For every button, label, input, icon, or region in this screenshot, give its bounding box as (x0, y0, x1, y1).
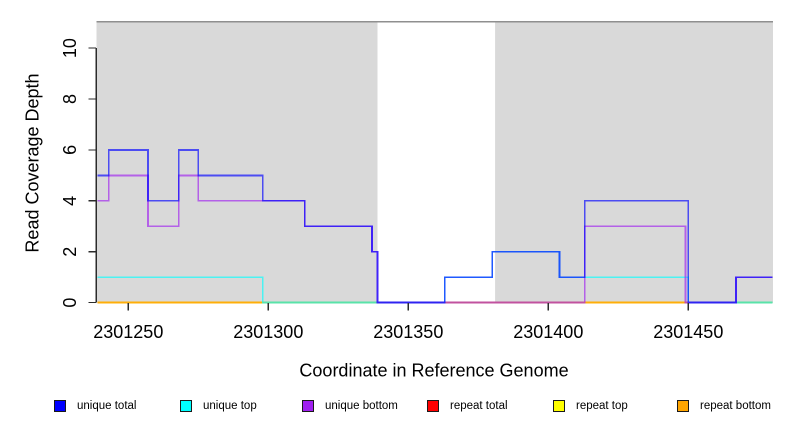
missing-data-band (377, 21, 496, 303)
x-tick-label: 2301450 (653, 322, 723, 342)
legend-swatch-unique-top (180, 400, 192, 412)
x-tick-label: 2301350 (373, 322, 443, 342)
legend-item-unique-total: unique total (54, 399, 136, 413)
legend-item-unique-top: unique top (180, 399, 257, 413)
legend-label: repeat top (576, 400, 628, 412)
x-axis-label: Coordinate in Reference Genome (299, 360, 569, 381)
y-axis-label: Read Coverage Depth (22, 73, 43, 253)
y-tick-label: 0 (60, 298, 80, 308)
legend-label: unique bottom (325, 400, 398, 412)
x-tick-label: 2301300 (233, 322, 303, 342)
legend-label: repeat total (450, 400, 508, 412)
y-tick-label: 4 (60, 196, 80, 206)
legend-label: repeat bottom (700, 400, 771, 412)
y-tick-label: 2 (60, 247, 80, 257)
legend-swatch-unique-bottom (302, 400, 314, 412)
legend: unique total unique top unique bottom repea… (0, 399, 792, 415)
x-tick-label: 2301250 (93, 322, 163, 342)
legend-item-repeat-total: repeat total (427, 399, 508, 413)
series-line-unique-total (97, 148, 773, 304)
y-tick-label: 8 (60, 94, 80, 104)
legend-label: unique total (77, 400, 137, 412)
legend-swatch-repeat-total (427, 400, 439, 412)
legend-item-repeat-top: repeat top (553, 399, 628, 413)
legend-swatch-repeat-bottom (677, 400, 689, 412)
legend-label: unique top (203, 400, 257, 412)
legend-swatch-repeat-top (553, 400, 565, 412)
legend-item-repeat-bottom: repeat bottom (677, 399, 771, 413)
y-tick-label: 10 (60, 38, 80, 58)
y-tick-label: 6 (60, 145, 80, 155)
x-tick-label: 2301400 (513, 322, 583, 342)
legend-item-unique-bottom: unique bottom (302, 399, 398, 413)
legend-swatch-unique-total (54, 400, 66, 412)
